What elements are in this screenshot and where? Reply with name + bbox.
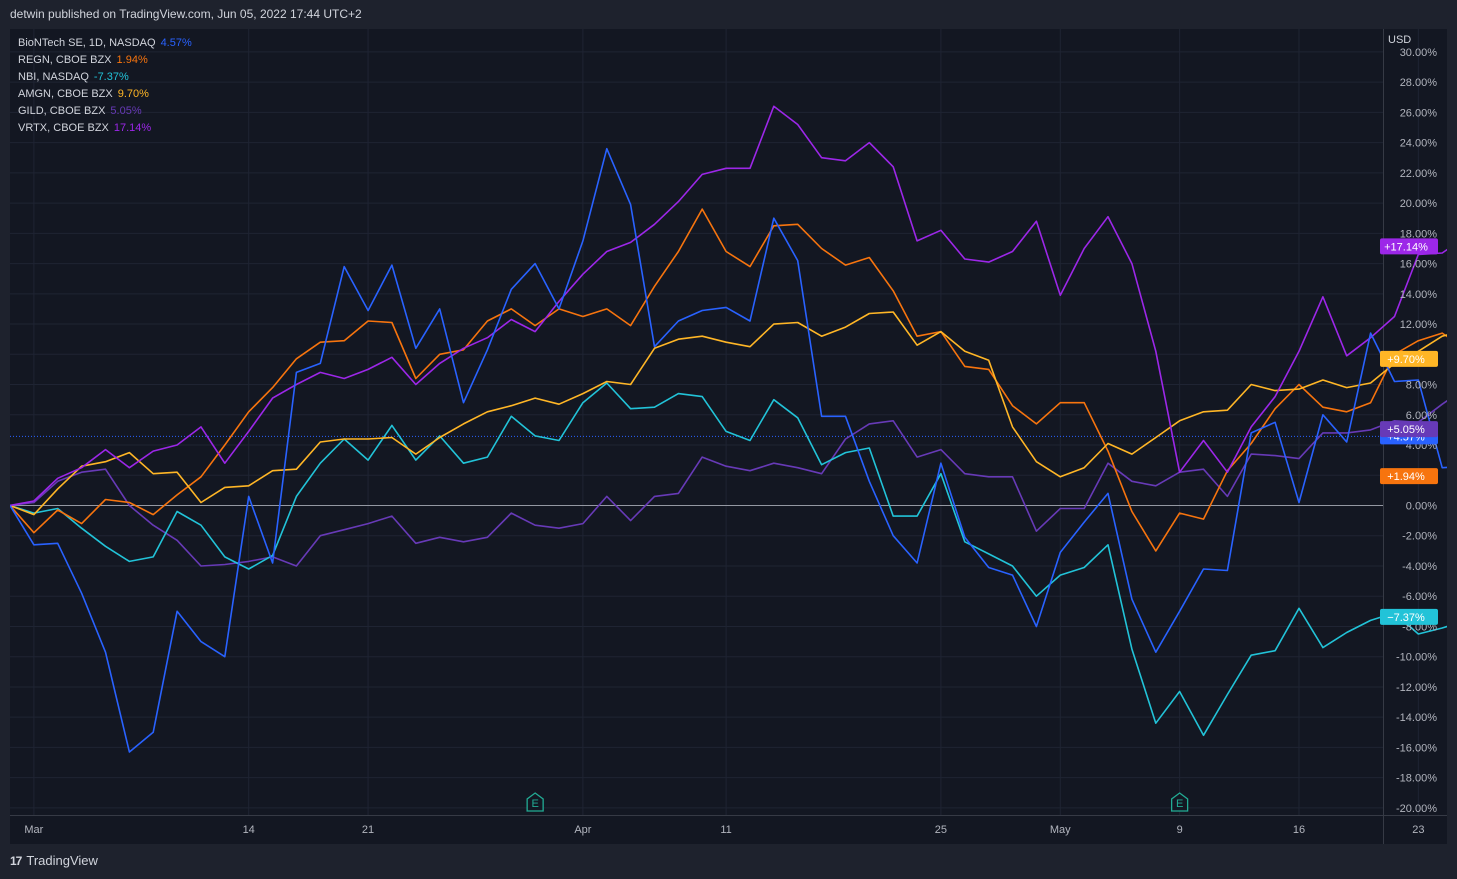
y-tick-label: 0.00% [1406, 501, 1437, 513]
earnings-icon [1170, 792, 1189, 812]
y-tick-label: 26.00% [1400, 107, 1438, 119]
legend-item[interactable]: VRTX, CBOE BZX 17.14% [18, 120, 192, 137]
x-tick-label: May [1050, 824, 1071, 836]
series-line-0 [10, 147, 1447, 753]
price-tag-4: +5.05% [1380, 421, 1438, 438]
y-tick-label: -6.00% [1402, 591, 1437, 603]
x-tick-label: 23 [1412, 824, 1424, 836]
legend-item[interactable]: REGN, CBOE BZX 1.94% [18, 52, 192, 69]
x-tick-label: Mar [24, 824, 43, 836]
currency-label: USD [1388, 34, 1412, 46]
y-tick-label: 8.00% [1406, 380, 1437, 392]
legend-series-value: 5.05% [110, 105, 142, 117]
y-tick-label: -2.00% [1402, 531, 1437, 543]
y-tick-label: -20.00% [1396, 803, 1437, 815]
y-tick-label: -16.00% [1396, 742, 1437, 754]
grid [10, 29, 1419, 815]
legend-series-name: GILD, CBOE BZX [18, 105, 106, 117]
legend-series-name: VRTX, CBOE BZX [18, 122, 109, 134]
y-tick-label: 16.00% [1400, 259, 1438, 271]
tradingview-logo-icon: 17 [10, 853, 22, 868]
footer: 17 TradingView [10, 853, 98, 868]
y-tick-label: 6.00% [1406, 410, 1437, 422]
event-label: E [1176, 798, 1183, 810]
y-tick-label: -4.00% [1402, 561, 1437, 573]
x-tick-label: 16 [1293, 824, 1305, 836]
price-tag-3: +9.70% [1380, 350, 1438, 367]
price-tag-label: +5.05% [1387, 424, 1425, 436]
y-tick-label: -14.00% [1396, 712, 1437, 724]
legend-series-value: 4.57% [160, 37, 192, 49]
legend-series-value: 17.14% [113, 122, 152, 134]
y-tick-label: 18.00% [1400, 228, 1438, 240]
price-tag-label: −7.37% [1387, 612, 1425, 624]
legend-series-value: -7.37% [93, 71, 129, 83]
legend-series-name: AMGN, CBOE BZX [18, 88, 113, 100]
legend-item[interactable]: GILD, CBOE BZX 5.05% [18, 103, 192, 120]
legend-series-name: NBI, NASDAQ [18, 71, 89, 83]
x-tick-label: 11 [720, 824, 731, 836]
x-tick-label: 21 [362, 824, 374, 836]
legend-item[interactable]: NBI, NASDAQ -7.37% [18, 69, 192, 86]
price-tag-bg [1380, 608, 1438, 625]
price-tag-1: +1.94% [1380, 468, 1438, 485]
legend-series-value: 9.70% [117, 88, 149, 100]
earnings-icon [526, 792, 544, 812]
event-label: E [531, 798, 538, 810]
series-line-5 [10, 105, 1447, 507]
series-line-3 [10, 311, 1447, 516]
event-marker-E: E [526, 792, 544, 812]
legend-item[interactable]: BioNTech SE, 1D, NASDAQ 4.57% [18, 35, 192, 52]
y-tick-label: 24.00% [1400, 138, 1438, 150]
legend-series-name: BioNTech SE, 1D, NASDAQ [18, 37, 156, 49]
legend-item[interactable]: AMGN, CBOE BZX 9.70% [18, 86, 192, 103]
y-tick-label: 12.00% [1400, 319, 1438, 331]
event-marker-E: E [1170, 792, 1189, 812]
price-tag-2: −7.37% [1380, 608, 1438, 625]
y-tick-label: 28.00% [1400, 77, 1438, 89]
x-tick-label: 25 [935, 824, 947, 836]
x-tick-label: 14 [243, 824, 255, 836]
y-tick-label: 14.00% [1400, 289, 1438, 301]
y-tick-label: 22.00% [1400, 168, 1438, 180]
price-tag-bg [1380, 238, 1438, 255]
price-tag-label: +1.94% [1387, 471, 1425, 483]
legend: BioNTech SE, 1D, NASDAQ 4.57% REGN, CBOE B… [18, 35, 192, 137]
series-line-2 [10, 382, 1447, 737]
legend-series-value: 1.94% [116, 54, 148, 66]
x-tick-label: Apr [574, 824, 591, 836]
chart-canvas[interactable]: -20.00% -18.00% -16.00% -14.00% -12.00% -10.0… [10, 29, 1447, 844]
price-tag-label: +9.70% [1387, 354, 1425, 366]
series-line-1 [10, 208, 1447, 552]
brand-name: TradingView [26, 853, 98, 868]
price-tag-bg [1380, 350, 1438, 367]
y-tick-label: 30.00% [1400, 47, 1438, 59]
chart-panel[interactable]: -20.00% -18.00% -16.00% -14.00% -12.00% -10.0… [10, 29, 1447, 844]
y-tick-label: -12.00% [1396, 682, 1437, 694]
price-tag-label: +17.14% [1384, 241, 1428, 253]
publish-info: detwin published on TradingView.com, Jun… [10, 7, 362, 21]
legend-series-name: REGN, CBOE BZX [18, 54, 112, 66]
y-tick-label: 20.00% [1400, 198, 1438, 210]
price-tag-bg [1380, 468, 1438, 485]
y-tick-label: -18.00% [1396, 773, 1437, 785]
price-tag-5: +17.14% [1380, 238, 1438, 255]
price-tag-bg [1380, 421, 1438, 438]
y-tick-label: -10.00% [1396, 652, 1437, 664]
x-tick-label: 9 [1177, 824, 1183, 836]
